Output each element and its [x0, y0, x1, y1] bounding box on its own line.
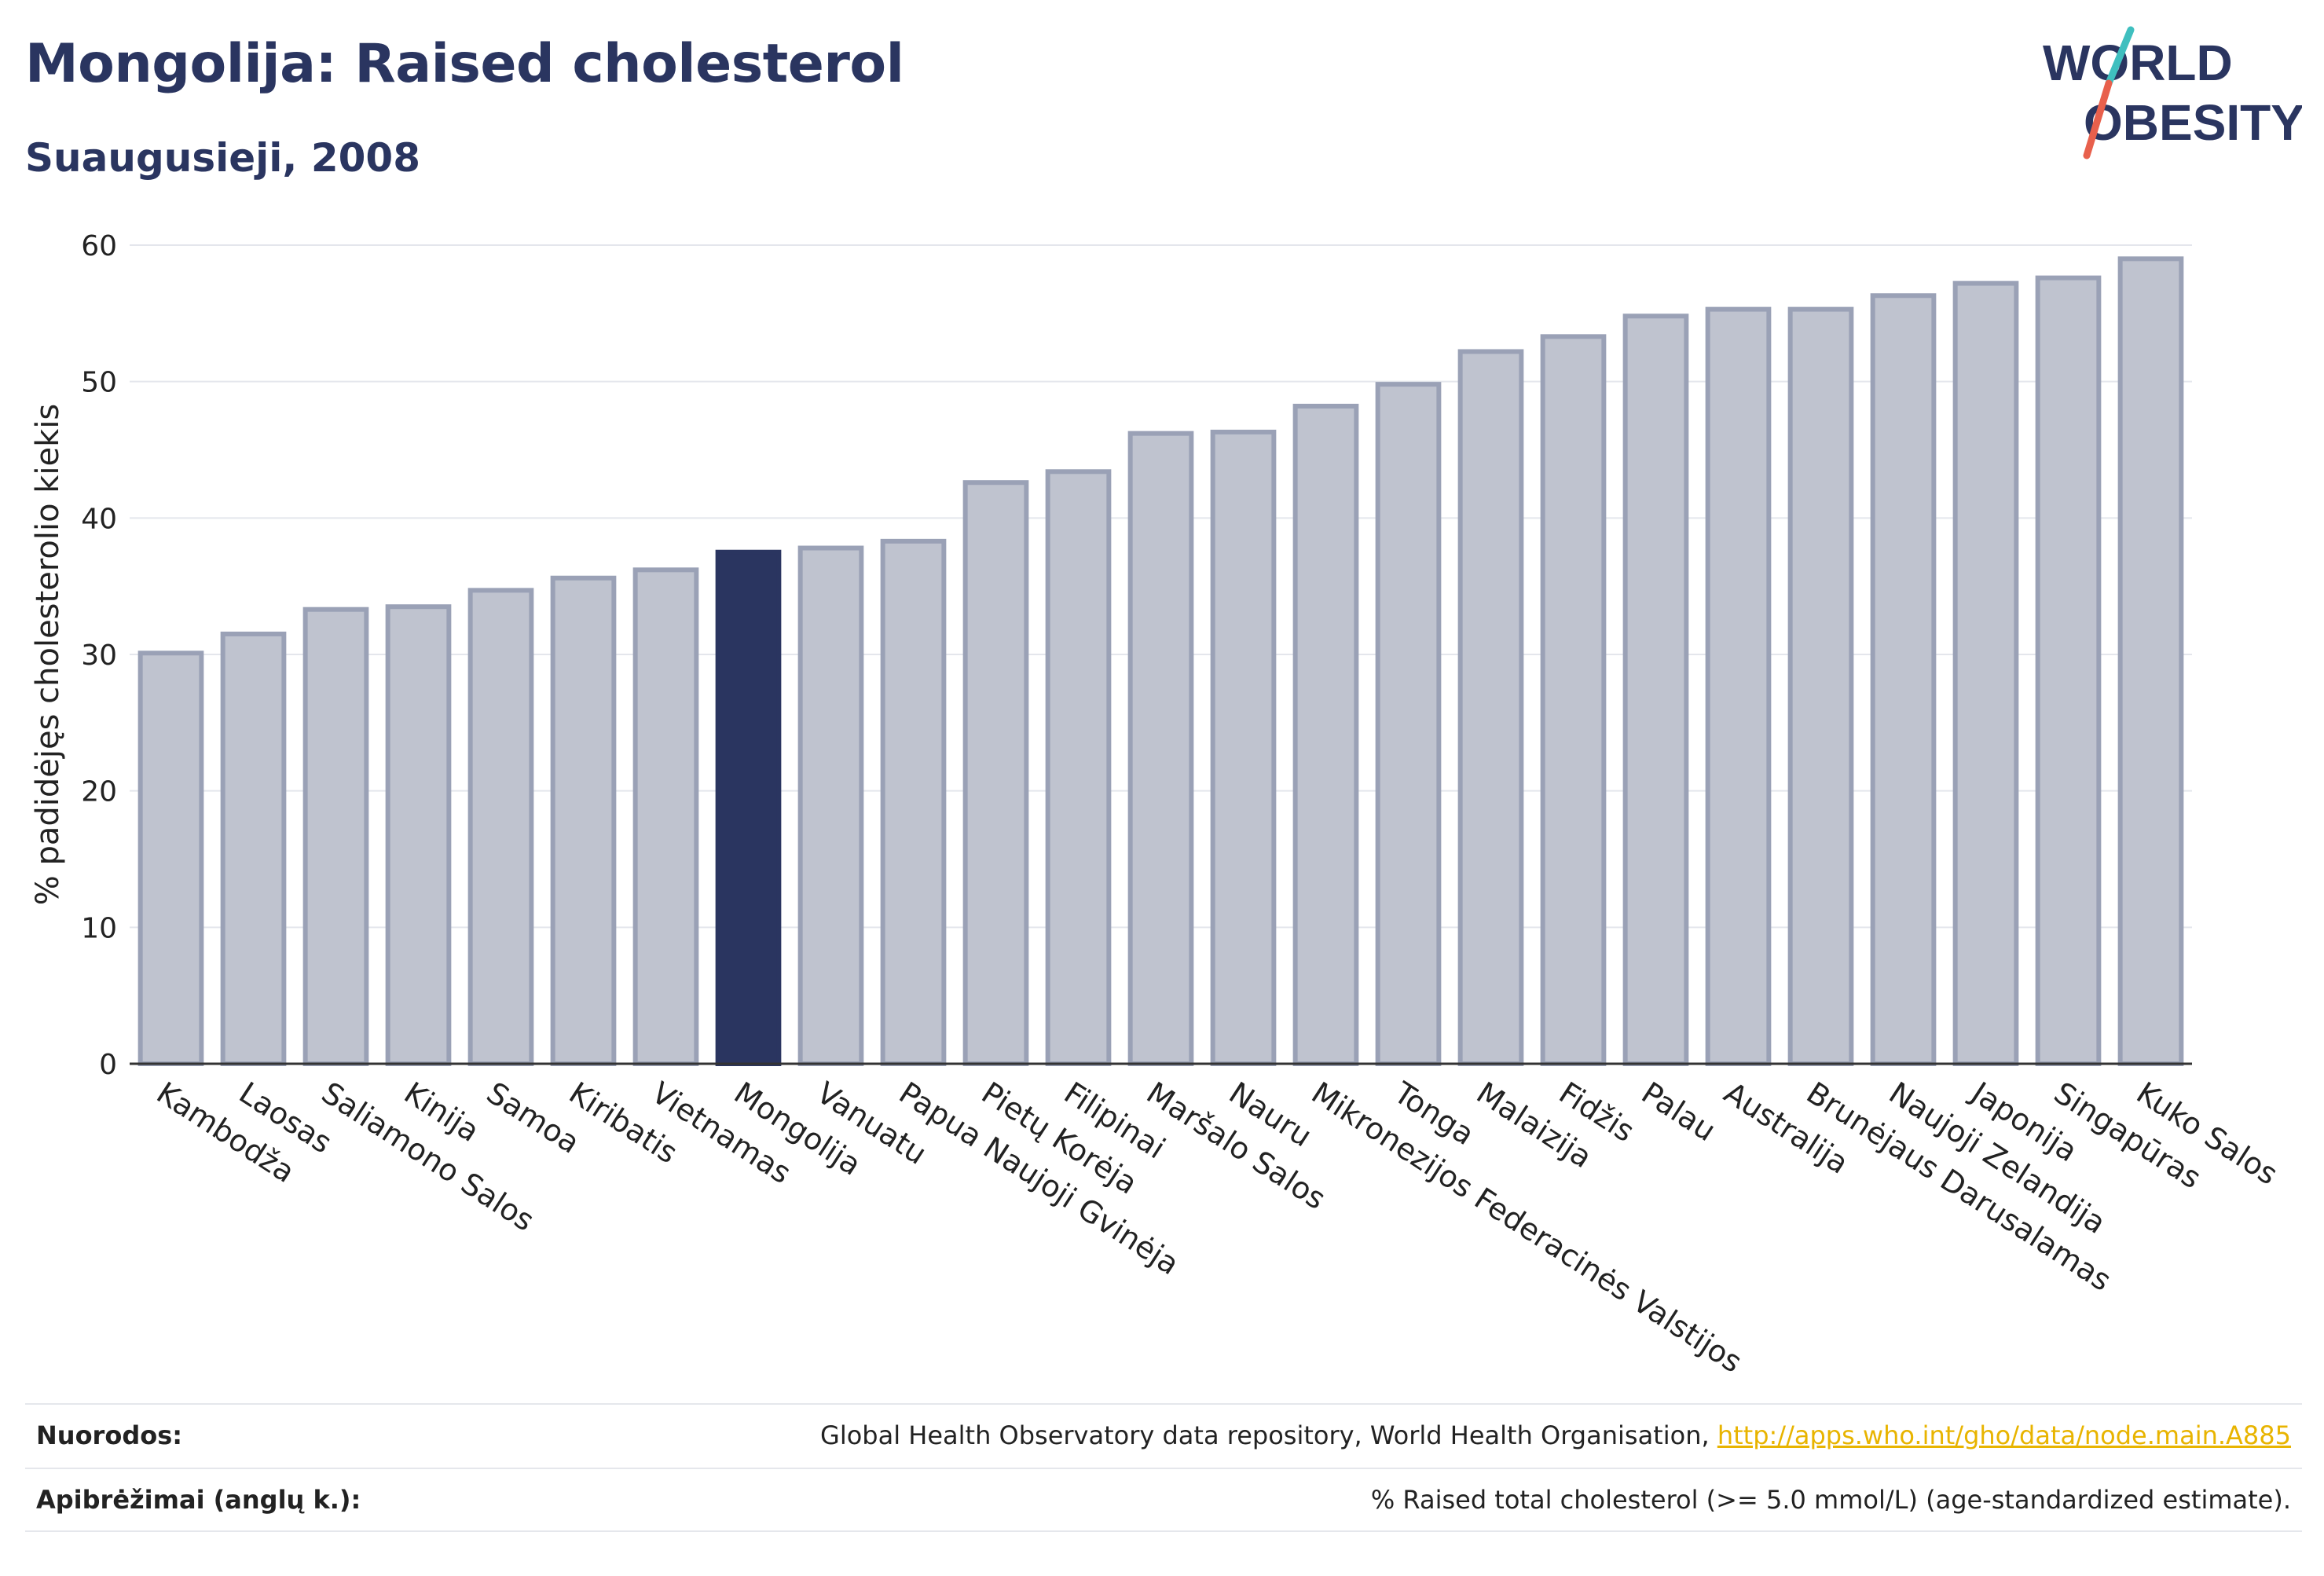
- bar: [1787, 306, 1854, 1066]
- page-subtitle: Suaugusieji, 2008: [25, 135, 420, 181]
- sources-value: Global Health Observatory data repositor…: [820, 1420, 2291, 1450]
- bar-highlight: [715, 549, 782, 1066]
- definitions-row: Apibrėžimai (anglų k.): % Raised total c…: [25, 1468, 2302, 1532]
- sources-row: Nuorodos: Global Health Observatory data…: [25, 1403, 2302, 1468]
- y-tick-label: 60: [81, 230, 117, 262]
- y-tick-label: 30: [81, 640, 117, 672]
- bar: [1045, 469, 1112, 1066]
- bar: [2035, 275, 2102, 1066]
- bar: [962, 480, 1029, 1066]
- bar: [137, 651, 204, 1066]
- bar: [797, 545, 864, 1066]
- svg-text:WORLD: WORLD: [2043, 35, 2233, 91]
- y-tick-label: 0: [99, 1049, 117, 1081]
- y-tick-label: 10: [81, 912, 117, 944]
- page-title: Mongolija: Raised cholesterol: [25, 33, 904, 95]
- bar: [385, 604, 452, 1066]
- bar: [1375, 382, 1442, 1066]
- bar: [1457, 349, 1524, 1066]
- bar: [632, 567, 699, 1066]
- bar: [880, 538, 947, 1066]
- bar: [1292, 403, 1359, 1066]
- definitions-text: % Raised total cholesterol (>= 5.0 mmol/…: [1370, 1485, 2291, 1515]
- svg-text:OBESITY: OBESITY: [2084, 94, 2302, 151]
- bar: [467, 588, 534, 1066]
- bar: [302, 607, 369, 1066]
- bar: [2117, 256, 2184, 1066]
- bar: [1540, 334, 1607, 1066]
- y-axis-title: % padidėjęs cholesterolio kiekis: [30, 404, 66, 906]
- bar: [220, 631, 287, 1066]
- bar: [1870, 293, 1937, 1066]
- sources-text: Global Health Observatory data repositor…: [820, 1420, 1717, 1450]
- bar: [1622, 313, 1689, 1067]
- x-tick-label: Samoa: [481, 1076, 586, 1160]
- footer-divider: [25, 1530, 2302, 1532]
- y-tick-label: 40: [81, 503, 117, 535]
- bar: [1210, 429, 1277, 1066]
- bar: [550, 575, 617, 1066]
- y-tick-label: 50: [81, 367, 117, 399]
- sources-label: Nuorodos:: [36, 1420, 183, 1450]
- definitions-label: Apibrėžimai (anglų k.):: [36, 1485, 361, 1515]
- world-obesity-logo: WORLD OBESITY: [2043, 26, 2302, 159]
- y-tick-label: 20: [81, 776, 117, 808]
- bar: [1127, 431, 1194, 1066]
- bar: [1952, 280, 2019, 1067]
- x-tick-label: Palau: [1636, 1076, 1722, 1149]
- bar: [1705, 306, 1772, 1066]
- sources-link[interactable]: http://apps.who.int/gho/data/node.main.A…: [1717, 1420, 2291, 1450]
